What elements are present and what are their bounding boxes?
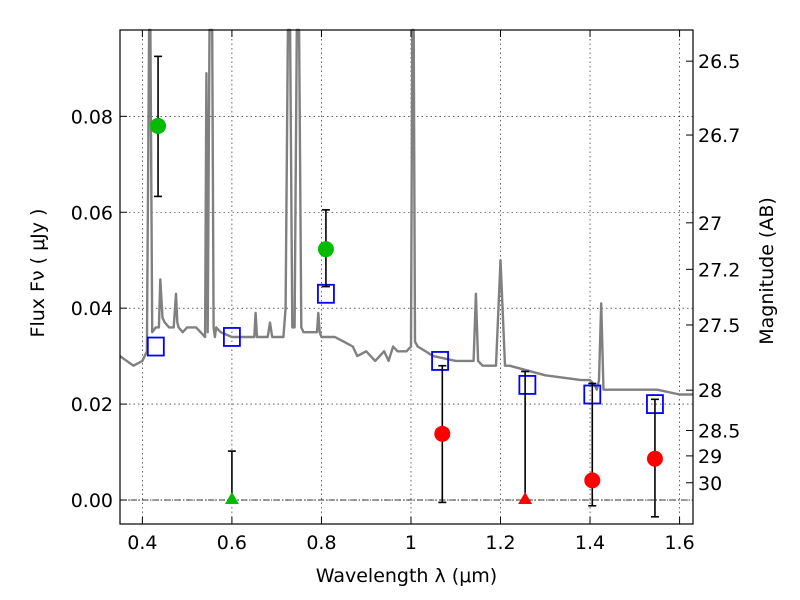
x-tick-label: 0.6 — [217, 532, 247, 554]
y2-axis-label: Magnitude (AB) — [756, 197, 778, 345]
y-tick-label: 0.08 — [71, 106, 113, 128]
plot-frame — [119, 29, 694, 525]
y2-tick-label: 27 — [698, 213, 722, 235]
y-axis-label: Flux Fν ( μJy ) — [27, 209, 49, 338]
y2-tick-label: 28 — [698, 380, 722, 402]
y-tick-label: 0.00 — [71, 490, 113, 512]
x-tick-label: 1.4 — [575, 532, 605, 554]
y-tick-label: 0.02 — [71, 394, 113, 416]
model-point-square — [317, 283, 335, 304]
data-markers — [146, 55, 664, 518]
faint-point — [434, 425, 451, 442]
x-axis-label: Wavelength λ (μm) — [316, 565, 497, 587]
y-tick-label: 0.04 — [71, 298, 113, 320]
model-point-square — [518, 375, 537, 395]
y2-tick-label: 30 — [698, 473, 722, 495]
y2-tick-label: 29 — [698, 446, 722, 468]
y2-tick-label: 27.2 — [698, 259, 740, 281]
y2-tick-label: 27.5 — [698, 315, 740, 337]
detection-point — [317, 241, 334, 258]
faint-point — [584, 472, 601, 489]
x-tick-label: 1.2 — [485, 532, 515, 554]
y-tick-label: 0.06 — [71, 202, 113, 224]
y2-tick-label: 26.5 — [698, 51, 740, 73]
x-tick-label: 1.6 — [664, 532, 694, 554]
x-tick-label: 0.8 — [306, 532, 336, 554]
x-tick-label: 0.4 — [127, 532, 157, 554]
y2-tick-label: 26.7 — [698, 125, 740, 147]
faint-point — [646, 450, 663, 467]
detection-point — [150, 117, 167, 134]
x-tick-label: 1 — [405, 532, 417, 554]
y2-tick-label: 28.5 — [698, 420, 740, 442]
model-point-square — [146, 336, 165, 357]
model-point-square — [431, 351, 449, 371]
upper-limit-triangle — [518, 492, 533, 505]
axis-ticks: 0.4 0.6 0.8 1 1.2 1.4 1.6 0.00 0.02 0.04 0.06 0.08 2… — [71, 30, 740, 554]
upper-limit-triangle — [224, 492, 239, 505]
model-point-square — [223, 327, 241, 347]
